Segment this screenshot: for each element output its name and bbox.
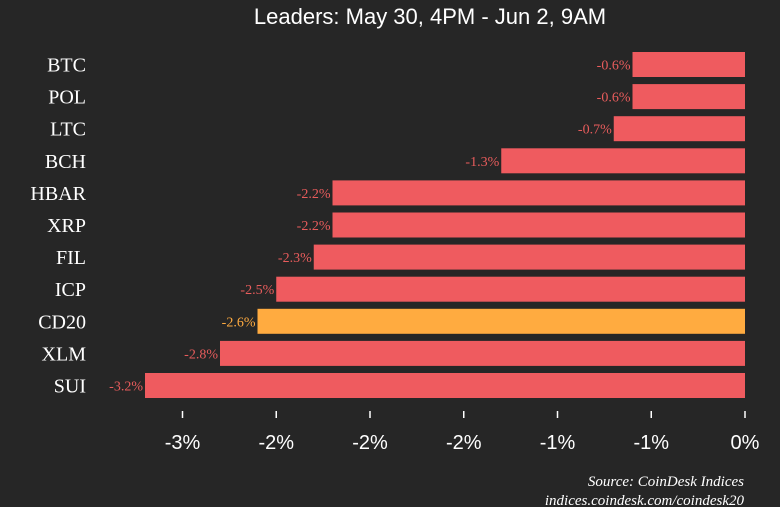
category-labels: BTC POL LTC BCH HBAR XRP FIL ICP CD20 XLM SUI	[30, 55, 86, 398]
x-tick-label: -2%	[258, 432, 294, 454]
category-label-xrp: XRP	[47, 215, 86, 237]
value-label-ltc: -0.7%	[578, 123, 612, 138]
chart-title: Leaders: May 30, 4PM - Jun 2, 9AM	[254, 4, 606, 29]
source-url: indices.coindesk.com/coindesk20	[545, 493, 745, 507]
category-label-ltc: LTC	[50, 119, 86, 141]
category-label-cd20: CD20	[38, 311, 86, 333]
category-label-icp: ICP	[55, 279, 86, 301]
bar-xlm	[220, 340, 745, 366]
x-tick-label: -2%	[446, 432, 482, 454]
bars-layer	[145, 52, 745, 398]
bar-cd20	[257, 308, 745, 334]
value-label-icp: -2.5%	[240, 283, 274, 298]
category-label-xlm: XLM	[42, 343, 87, 365]
x-tick-label: -1%	[633, 432, 669, 454]
bar-ltc	[613, 116, 745, 142]
bar-hbar	[332, 180, 745, 206]
value-label-xrp: -2.2%	[297, 219, 331, 234]
value-label-pol: -0.6%	[597, 91, 631, 106]
value-label-bch: -1.3%	[465, 155, 499, 170]
category-label-pol: POL	[48, 87, 86, 109]
category-label-fil: FIL	[56, 247, 86, 269]
x-axis: -3% -2% -2% -2% -1% -1% 0%	[165, 411, 760, 454]
bar-pol	[632, 84, 745, 110]
value-labels: -0.6% -0.6% -0.7% -1.3% -2.2% -2.2% -2.3% -2.5%…	[109, 59, 631, 395]
bar-btc	[632, 52, 745, 77]
value-label-xlm: -2.8%	[184, 347, 218, 362]
category-label-bch: BCH	[45, 151, 86, 173]
category-label-hbar: HBAR	[30, 183, 86, 205]
value-label-fil: -2.3%	[278, 251, 312, 266]
category-label-sui: SUI	[54, 376, 86, 398]
bar-xrp	[332, 212, 745, 238]
bar-bch	[501, 148, 745, 174]
x-tick-label: -1%	[540, 432, 576, 454]
value-label-btc: -0.6%	[597, 59, 631, 74]
value-label-cd20: -2.6%	[222, 315, 256, 330]
x-tick-label: 0%	[731, 432, 760, 454]
bar-sui	[145, 373, 745, 398]
category-label-btc: BTC	[47, 55, 86, 77]
x-tick-label: -2%	[352, 432, 388, 454]
bar-fil	[313, 244, 745, 270]
value-label-hbar: -2.2%	[297, 187, 331, 202]
bar-icp	[276, 276, 745, 302]
source-credit: Source: CoinDesk Indices	[588, 474, 744, 490]
value-label-sui: -3.2%	[109, 380, 143, 395]
x-tick-label: -3%	[165, 432, 201, 454]
